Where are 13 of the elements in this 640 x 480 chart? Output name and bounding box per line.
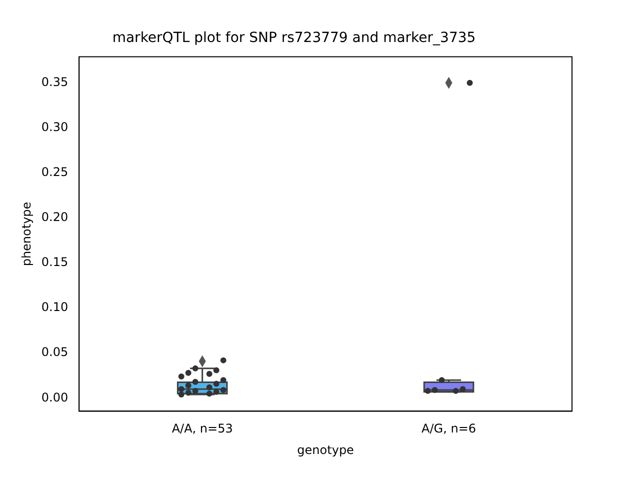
y-tick-label: 0.15	[41, 255, 68, 270]
y-tick-label: 0.10	[41, 300, 68, 314]
y-tick-label: 0.05	[41, 345, 68, 360]
y-tick-label: 0.25	[41, 165, 68, 180]
x-axis-title: genotype	[297, 442, 354, 457]
x-tick-label: A/A, n=53	[172, 422, 233, 436]
x-tick-label: A/G, n=6	[422, 422, 476, 436]
y-tick-label: 0.20	[41, 210, 68, 224]
y-tick-label: 0.30	[41, 120, 68, 134]
chart-title: markerQTL plot for SNP rs723779 and marker_3735	[112, 30, 476, 46]
y-tick-label: 0.35	[41, 75, 68, 90]
y-tick-label: 0.00	[41, 390, 68, 404]
y-axis-title: phenotype	[19, 202, 34, 266]
